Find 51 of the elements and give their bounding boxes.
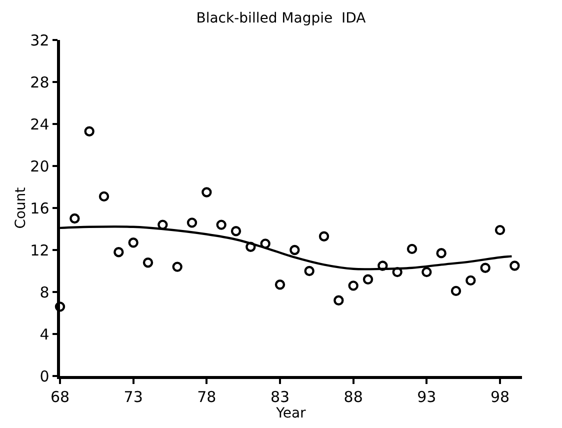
chart-title: Black-billed Magpie IDA [196, 10, 366, 27]
y-tick-label: 12 [30, 241, 50, 260]
point [318, 231, 330, 242]
point [172, 262, 182, 272]
y-tick-label: 8 [40, 283, 50, 302]
y-tick-label: 24 [30, 115, 50, 134]
x-tick-label: 88 [344, 388, 363, 406]
x-tick-label: 83 [270, 388, 290, 406]
point [348, 280, 358, 291]
point [362, 274, 374, 284]
point [230, 226, 242, 236]
point [392, 266, 402, 278]
y-tick-label: 28 [30, 73, 50, 92]
point [98, 191, 110, 202]
point [406, 244, 418, 254]
y-tick-label: 4 [40, 325, 50, 344]
y-axis-title: Count [12, 186, 29, 229]
point [202, 187, 212, 198]
point [158, 220, 168, 230]
x-tick-label: 78 [197, 388, 216, 406]
point [260, 238, 270, 249]
y-tick-label: 32 [30, 31, 50, 50]
point [84, 126, 94, 136]
y-tick-label: 0 [40, 367, 50, 386]
point [422, 266, 432, 278]
point [494, 224, 506, 236]
point [128, 238, 138, 248]
point [378, 260, 388, 271]
point [54, 302, 66, 312]
point [480, 262, 490, 273]
point [450, 286, 462, 296]
point [334, 295, 344, 306]
point [186, 218, 198, 228]
point [216, 220, 226, 230]
point [274, 280, 286, 290]
point [70, 213, 80, 224]
y-tick-label: 20 [30, 157, 50, 176]
x-tick-label: 98 [490, 388, 510, 406]
point [436, 248, 446, 258]
x-tick-label: 93 [417, 388, 436, 406]
x-tick-label: 68 [50, 388, 70, 406]
point [290, 244, 300, 256]
point [114, 247, 124, 258]
y-tick-label: 16 [30, 199, 50, 218]
point [246, 242, 256, 252]
x-axis-title: Year [275, 406, 306, 422]
point [510, 260, 520, 271]
point [142, 258, 154, 268]
point [466, 275, 476, 286]
x-tick-label: 73 [124, 388, 143, 406]
point [304, 266, 314, 276]
